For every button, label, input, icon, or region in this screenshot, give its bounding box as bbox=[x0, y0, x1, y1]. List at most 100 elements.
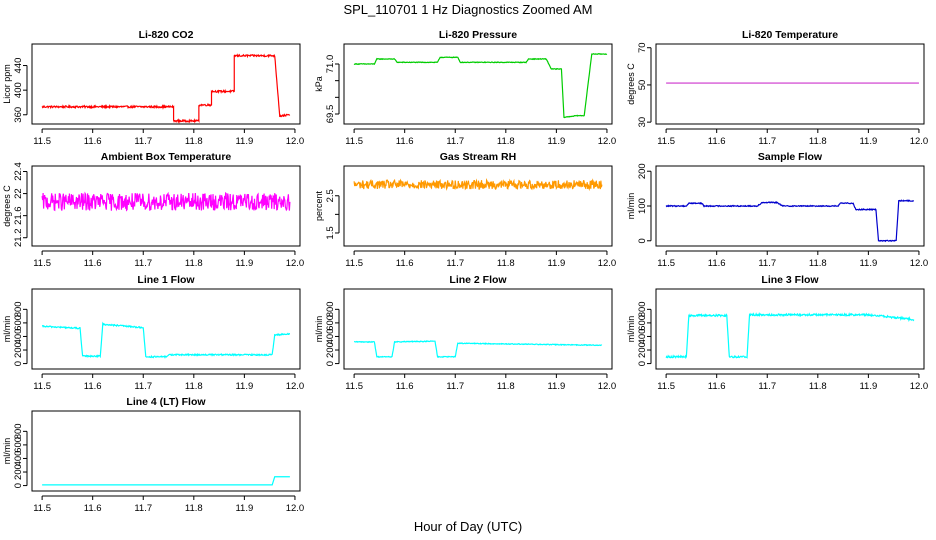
x-tick-label: 11.7 bbox=[758, 136, 776, 147]
x-tick-label: 11.5 bbox=[657, 136, 675, 147]
x-tick-label: 11.8 bbox=[497, 381, 515, 392]
series-line bbox=[42, 321, 291, 359]
y-tick-label: 100 bbox=[637, 198, 648, 214]
chart-title: Gas Stream RH bbox=[440, 151, 516, 163]
y-axis-label: ml/min bbox=[2, 438, 12, 465]
x-tick-label: 11.9 bbox=[547, 258, 565, 269]
x-tick-label: 11.6 bbox=[396, 258, 414, 269]
x-tick-label: 11.8 bbox=[185, 258, 203, 269]
x-tick-label: 11.9 bbox=[235, 258, 253, 269]
y-axis-label: percent bbox=[314, 190, 324, 221]
y-axis-label: ml/min bbox=[626, 316, 636, 343]
x-tick-label: 11.7 bbox=[134, 136, 152, 147]
x-tick-label: 11.5 bbox=[657, 381, 675, 392]
x-tick-label: 11.7 bbox=[758, 258, 776, 269]
x-tick-label: 11.5 bbox=[33, 258, 51, 269]
plot-frame bbox=[655, 43, 925, 125]
plot-frame bbox=[655, 288, 925, 370]
plot-frame bbox=[31, 165, 301, 247]
series-line bbox=[353, 178, 603, 192]
y-tick-label: 600 bbox=[637, 315, 648, 331]
chart-panel: Line 2 Flow 11.5 11.6 11.7 11.8 11.9 12.0 0 2004… bbox=[314, 274, 616, 392]
x-tick-label: 12.0 bbox=[910, 381, 929, 392]
y-tick-label: 800 bbox=[325, 301, 336, 317]
x-tick-label: 11.6 bbox=[84, 503, 102, 514]
series-line bbox=[353, 53, 608, 119]
chart-title: Li-820 CO2 bbox=[139, 29, 194, 41]
y-tick-label: 200 bbox=[325, 342, 336, 358]
x-tick-label: 11.9 bbox=[859, 381, 877, 392]
x-tick-label: 11.6 bbox=[708, 258, 726, 269]
chart-title: Li-820 Pressure bbox=[439, 29, 517, 41]
figure-title: SPL_110701 1 Hz Diagnostics Zoomed AM bbox=[343, 2, 592, 17]
x-tick-label: 12.0 bbox=[598, 136, 617, 147]
series-line bbox=[41, 191, 291, 212]
x-tick-label: 11.8 bbox=[809, 136, 827, 147]
y-tick-label: 0 bbox=[325, 361, 336, 366]
x-tick-label: 11.6 bbox=[708, 136, 726, 147]
x-tick-label: 11.8 bbox=[185, 381, 203, 392]
y-tick-label: 600 bbox=[325, 315, 336, 331]
chart-title: Sample Flow bbox=[758, 151, 823, 163]
series-line bbox=[665, 311, 915, 360]
x-tick-label: 12.0 bbox=[910, 136, 929, 147]
y-tick-label: 400 bbox=[325, 329, 336, 345]
series-line bbox=[665, 199, 915, 243]
x-tick-label: 11.8 bbox=[185, 503, 203, 514]
x-tick-label: 11.5 bbox=[33, 503, 51, 514]
y-tick-label: 21.2 bbox=[13, 228, 24, 247]
y-tick-label: 200 bbox=[13, 342, 24, 358]
chart-title: Line 3 Flow bbox=[761, 274, 819, 286]
chart-title: Li-820 Temperature bbox=[742, 29, 838, 41]
x-tick-label: 11.7 bbox=[134, 503, 152, 514]
x-tick-label: 11.9 bbox=[235, 381, 253, 392]
plot-frame bbox=[655, 165, 925, 247]
x-tick-label: 11.8 bbox=[809, 381, 827, 392]
y-tick-label: 400 bbox=[637, 329, 648, 345]
plot-frame bbox=[343, 288, 613, 370]
y-tick-label: 70 bbox=[637, 42, 648, 53]
x-tick-label: 11.9 bbox=[235, 503, 253, 514]
y-axis-label: ml/min bbox=[314, 316, 324, 343]
chart-panel: Line 3 Flow 11.5 11.6 11.7 11.8 11.9 12.0 0 2004… bbox=[626, 274, 928, 392]
y-tick-label: 200 bbox=[13, 464, 24, 480]
y-tick-label: 0 bbox=[637, 361, 648, 366]
y-axis-label: ml/min bbox=[2, 316, 12, 343]
y-tick-label: 400 bbox=[13, 329, 24, 345]
x-tick-label: 12.0 bbox=[598, 381, 617, 392]
y-tick-label: 30 bbox=[637, 117, 648, 128]
x-tick-label: 11.6 bbox=[396, 136, 414, 147]
x-tick-label: 11.9 bbox=[547, 136, 565, 147]
series-line bbox=[42, 476, 290, 486]
plot-frame bbox=[343, 165, 613, 247]
plot-frame bbox=[31, 410, 301, 492]
y-tick-label: 2.5 bbox=[325, 189, 336, 202]
y-tick-label: 200 bbox=[637, 163, 648, 179]
y-tick-label: 360 bbox=[13, 107, 24, 123]
y-tick-label: 200 bbox=[637, 342, 648, 358]
y-tick-label: 22.4 bbox=[13, 162, 24, 181]
x-tick-label: 11.6 bbox=[84, 258, 102, 269]
y-tick-label: 800 bbox=[13, 423, 24, 439]
plot-frame bbox=[31, 43, 301, 125]
y-tick-label: 800 bbox=[13, 301, 24, 317]
chart-panel: Sample Flow 11.5 11.6 11.7 11.8 11.9 12.0 0 100 2… bbox=[626, 151, 928, 269]
x-tick-label: 11.6 bbox=[708, 381, 726, 392]
y-axis-label: Licor ppm bbox=[2, 64, 12, 104]
x-tick-label: 11.7 bbox=[446, 381, 464, 392]
y-tick-label: 400 bbox=[13, 82, 24, 98]
y-tick-label: 71.0 bbox=[325, 55, 336, 74]
chart-panel: Line 4 (LT) Flow 11.5 11.6 11.7 11.8 11.9 12.0… bbox=[2, 396, 304, 514]
plot-frame bbox=[31, 288, 301, 370]
y-tick-label: 440 bbox=[13, 58, 24, 74]
y-tick-label: 69.5 bbox=[325, 105, 336, 124]
y-tick-label: 0 bbox=[13, 483, 24, 488]
y-tick-label: 400 bbox=[13, 451, 24, 467]
x-tick-label: 12.0 bbox=[598, 258, 617, 269]
x-tick-label: 11.8 bbox=[497, 136, 515, 147]
y-tick-label: 22 bbox=[13, 188, 24, 199]
y-tick-label: 600 bbox=[13, 437, 24, 453]
chart-panel: Li-820 Pressure 11.5 11.6 11.7 11.8 11.9 12.0 6… bbox=[314, 29, 616, 147]
y-axis-label: degrees C bbox=[626, 63, 636, 105]
x-tick-label: 11.5 bbox=[345, 136, 363, 147]
